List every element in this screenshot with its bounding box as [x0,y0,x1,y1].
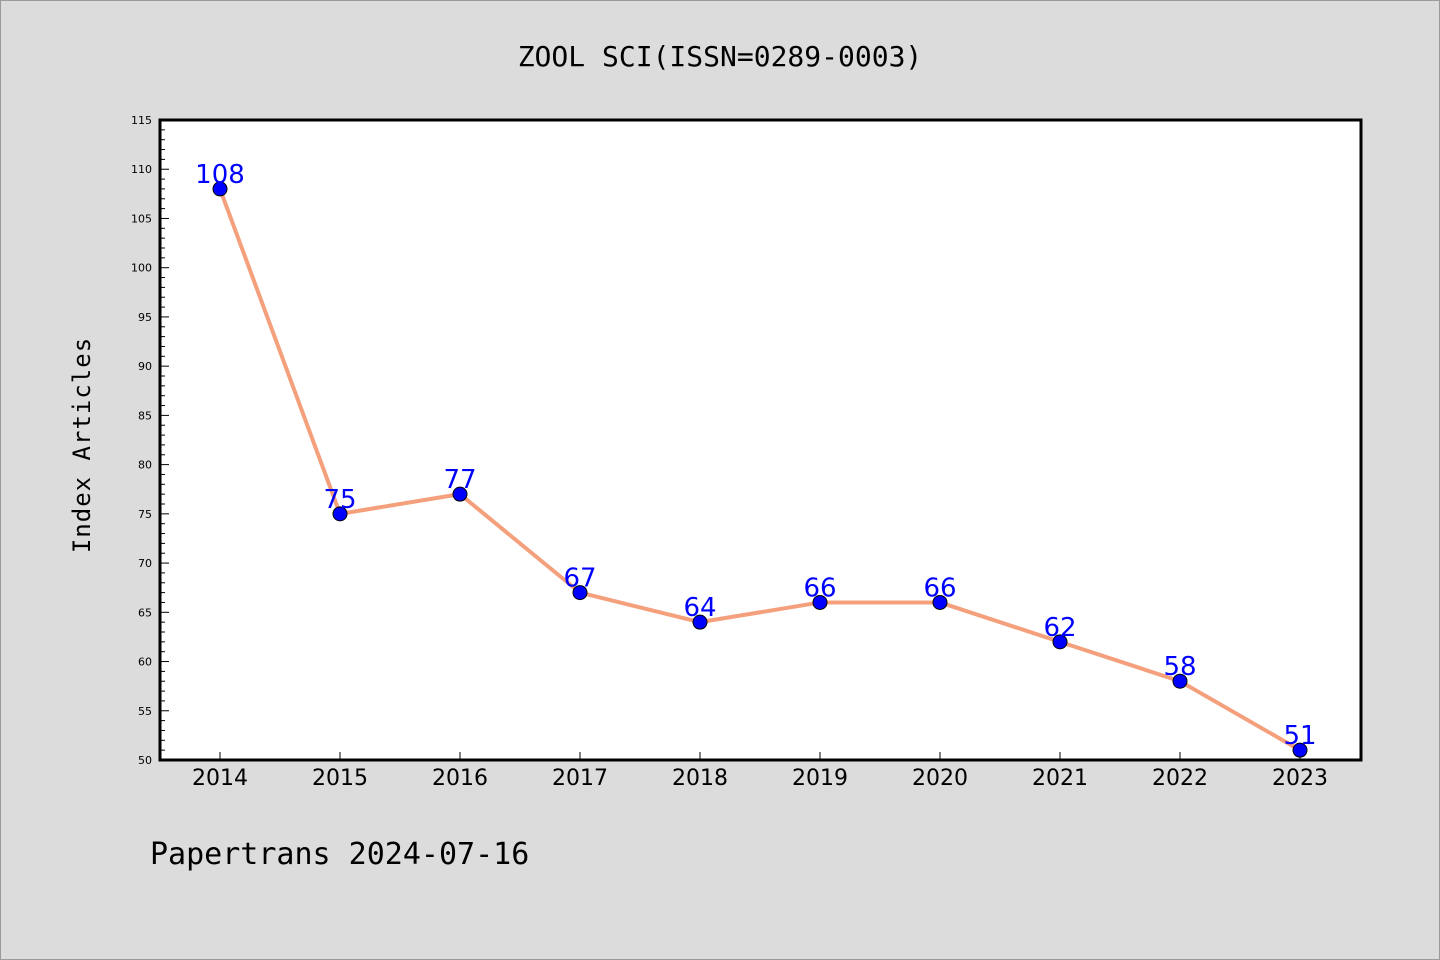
x-axis-ticks: 2014 2015 2016 2017 2018 2019 2020 2021 2022 2023 [192,752,1328,791]
y-axis-label: Index Articles [68,337,96,553]
data-point [1292,742,1308,758]
chart-title: ZOOL SCI(ISSN=0289-0003) [518,40,923,73]
data-label: 51 [1283,721,1316,751]
y-tick-label: 65 [138,606,152,619]
data-point [932,594,948,610]
x-tick-label: 2020 [912,766,968,791]
x-tick-label: 2022 [1152,766,1208,791]
x-tick-label: 2023 [1272,766,1328,791]
data-label: 75 [323,485,356,515]
y-tick-label: 85 [138,409,152,422]
y-axis-ticks: 50 55 60 65 70 75 80 85 90 95 100 105 110 115 [131,114,169,767]
data-label: 66 [803,573,836,603]
data-label: 67 [563,564,596,594]
plot-area [158,118,1363,762]
y-tick-label: 75 [138,508,152,521]
y-tick-label: 55 [138,705,152,718]
footer-text: Papertrans 2024-07-16 [150,837,529,872]
y-tick-label: 110 [131,163,152,176]
y-tick-label: 105 [131,212,152,225]
y-tick-label: 70 [138,557,152,570]
series-line [218,188,1301,752]
data-label: 108 [195,160,245,190]
data-point [332,506,348,522]
data-point [692,614,708,630]
y-tick-label: 115 [131,114,152,127]
x-tick-label: 2018 [672,766,728,791]
data-point [212,181,228,197]
y-tick-label: 95 [138,311,152,324]
data-point [572,585,588,601]
data-point [1172,673,1188,689]
y-tick-label: 50 [138,754,152,767]
data-label: 77 [443,465,476,495]
y-tick-label: 100 [131,262,152,275]
x-tick-label: 2015 [312,766,368,791]
y-tick-label: 80 [138,459,152,472]
y-tick-label: 60 [138,656,152,669]
data-point [1052,634,1068,650]
series-layer: 108 75 77 67 64 66 66 62 58 51 [195,160,1317,758]
data-label: 66 [923,573,956,603]
x-tick-label: 2014 [192,766,248,791]
data-label: 58 [1163,652,1196,682]
data-point [452,486,468,502]
data-point [812,594,828,610]
x-tick-label: 2017 [552,766,608,791]
x-tick-label: 2019 [792,766,848,791]
x-tick-label: 2016 [432,766,488,791]
x-tick-label: 2021 [1032,766,1088,791]
data-label: 64 [683,593,716,623]
y-tick-label: 90 [138,360,152,373]
data-label: 62 [1043,613,1076,643]
